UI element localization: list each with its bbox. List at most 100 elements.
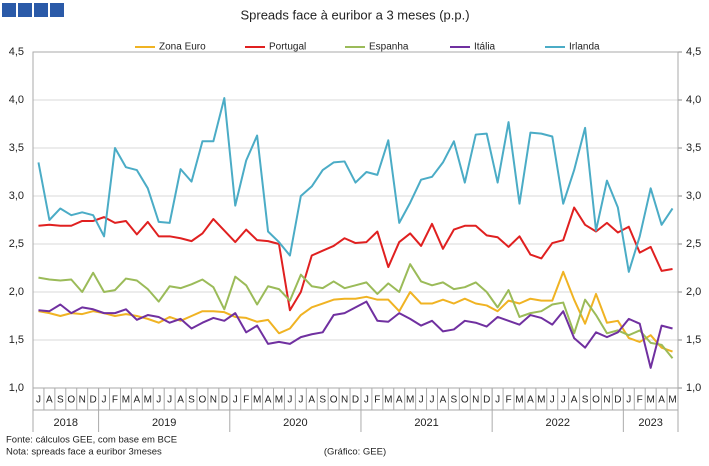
x-tick-label: N: [79, 395, 86, 406]
legend-label: Zona Euro: [159, 42, 206, 53]
x-tick-label: A: [571, 395, 578, 406]
y2-tick-label: 2,5: [686, 238, 701, 250]
series-line: [38, 206, 673, 312]
x-tick-label: D: [352, 395, 359, 406]
x-tick-label: J: [287, 395, 292, 406]
y2-tick-label: 4,0: [686, 94, 701, 106]
y-tick-label: 2,5: [9, 238, 24, 250]
x-tick-label: A: [440, 395, 447, 406]
x-tick-label: S: [319, 395, 326, 406]
x-tick-label: M: [122, 395, 130, 406]
x-tick-label: M: [253, 395, 261, 406]
logo-square: [18, 3, 32, 17]
x-tick-label: M: [144, 395, 152, 406]
x-tick-label: N: [472, 395, 479, 406]
x-tick-label: M: [646, 395, 654, 406]
x-tick-label: O: [67, 395, 75, 406]
x-tick-label: M: [515, 395, 523, 406]
y2-tick-label: 3,0: [686, 190, 701, 202]
y-tick-label: 4,5: [9, 46, 24, 58]
y2-tick-label: 3,5: [686, 142, 701, 154]
x-tick-label: J: [156, 395, 161, 406]
chart-title: Spreads face à euribor a 3 meses (p.p.): [240, 7, 469, 22]
x-tick-label: N: [341, 395, 348, 406]
x-tick-label: F: [243, 395, 249, 406]
x-tick-label: A: [177, 395, 184, 406]
x-tick-label: O: [330, 395, 338, 406]
legend-label: Itália: [474, 42, 496, 53]
y-tick-label: 2,0: [9, 286, 24, 298]
x-tick-label: S: [451, 395, 458, 406]
x-tick-label: A: [134, 395, 141, 406]
y2-tick-label: 1,5: [686, 334, 701, 346]
x-tick-label: J: [550, 395, 555, 406]
x-tick-label: S: [57, 395, 64, 406]
x-tick-label: J: [364, 395, 369, 406]
x-tick-label: A: [527, 395, 534, 406]
y-tick-label: 4,0: [9, 94, 24, 106]
legend-label: Portugal: [269, 42, 306, 53]
x-tick-label: M: [537, 395, 545, 406]
x-tick-label: O: [592, 395, 600, 406]
x-tick-label: D: [221, 395, 228, 406]
x-tick-label: D: [90, 395, 97, 406]
x-tick-label: M: [384, 395, 392, 406]
x-tick-label: J: [36, 395, 41, 406]
x-tick-label: F: [505, 395, 511, 406]
year-label: 2018: [54, 417, 78, 429]
note: Fonte: cálculos GEE, com base em BCE: [6, 435, 177, 446]
x-tick-label: O: [461, 395, 469, 406]
x-tick-label: N: [210, 395, 217, 406]
x-tick-label: A: [46, 395, 53, 406]
x-tick-label: F: [374, 395, 380, 406]
note: Nota: spreads face a euribor 3meses: [6, 447, 162, 458]
x-tick-label: F: [637, 395, 643, 406]
x-tick-label: F: [112, 395, 118, 406]
x-tick-label: S: [188, 395, 195, 406]
x-tick-label: M: [275, 395, 283, 406]
y-tick-label: 1,5: [9, 334, 24, 346]
x-tick-label: J: [102, 395, 107, 406]
x-tick-label: J: [430, 395, 435, 406]
logo-square: [50, 3, 64, 17]
x-tick-label: S: [582, 395, 589, 406]
x-tick-label: J: [233, 395, 238, 406]
y-tick-label: 3,5: [9, 142, 24, 154]
logo-square: [2, 3, 16, 17]
x-tick-label: J: [419, 395, 424, 406]
x-tick-label: N: [603, 395, 610, 406]
year-label: 2019: [152, 417, 176, 429]
plot-frame: [32, 51, 679, 389]
x-tick-label: A: [396, 395, 403, 406]
year-label: 2022: [546, 417, 570, 429]
legend-label: Espanha: [369, 42, 409, 53]
x-tick-label: M: [668, 395, 676, 406]
x-tick-label: A: [308, 395, 315, 406]
year-label: 2021: [414, 417, 438, 429]
x-tick-label: M: [406, 395, 414, 406]
x-tick-label: D: [614, 395, 621, 406]
legend-label: Irlanda: [569, 42, 600, 53]
x-tick-label: D: [483, 395, 490, 406]
y2-tick-label: 2,0: [686, 286, 701, 298]
x-tick-label: J: [495, 395, 500, 406]
series-line: [38, 300, 673, 369]
x-tick-label: J: [167, 395, 172, 406]
x-tick-label: A: [658, 395, 665, 406]
series-line: [37, 97, 674, 273]
credit: (Gráfico: GEE): [324, 447, 386, 458]
logo-square: [34, 3, 48, 17]
y2-tick-label: 1,0: [686, 382, 701, 394]
x-tick-label: J: [298, 395, 303, 406]
x-tick-label: O: [199, 395, 207, 406]
y-tick-label: 3,0: [9, 190, 24, 202]
year-label: 2020: [283, 417, 307, 429]
series-line: [38, 263, 674, 359]
y2-tick-label: 4,5: [686, 46, 701, 58]
x-tick-label: J: [561, 395, 566, 406]
y-tick-label: 1,0: [9, 382, 24, 394]
x-tick-label: A: [265, 395, 272, 406]
year-label: 2023: [638, 417, 662, 429]
series-line: [38, 270, 673, 353]
